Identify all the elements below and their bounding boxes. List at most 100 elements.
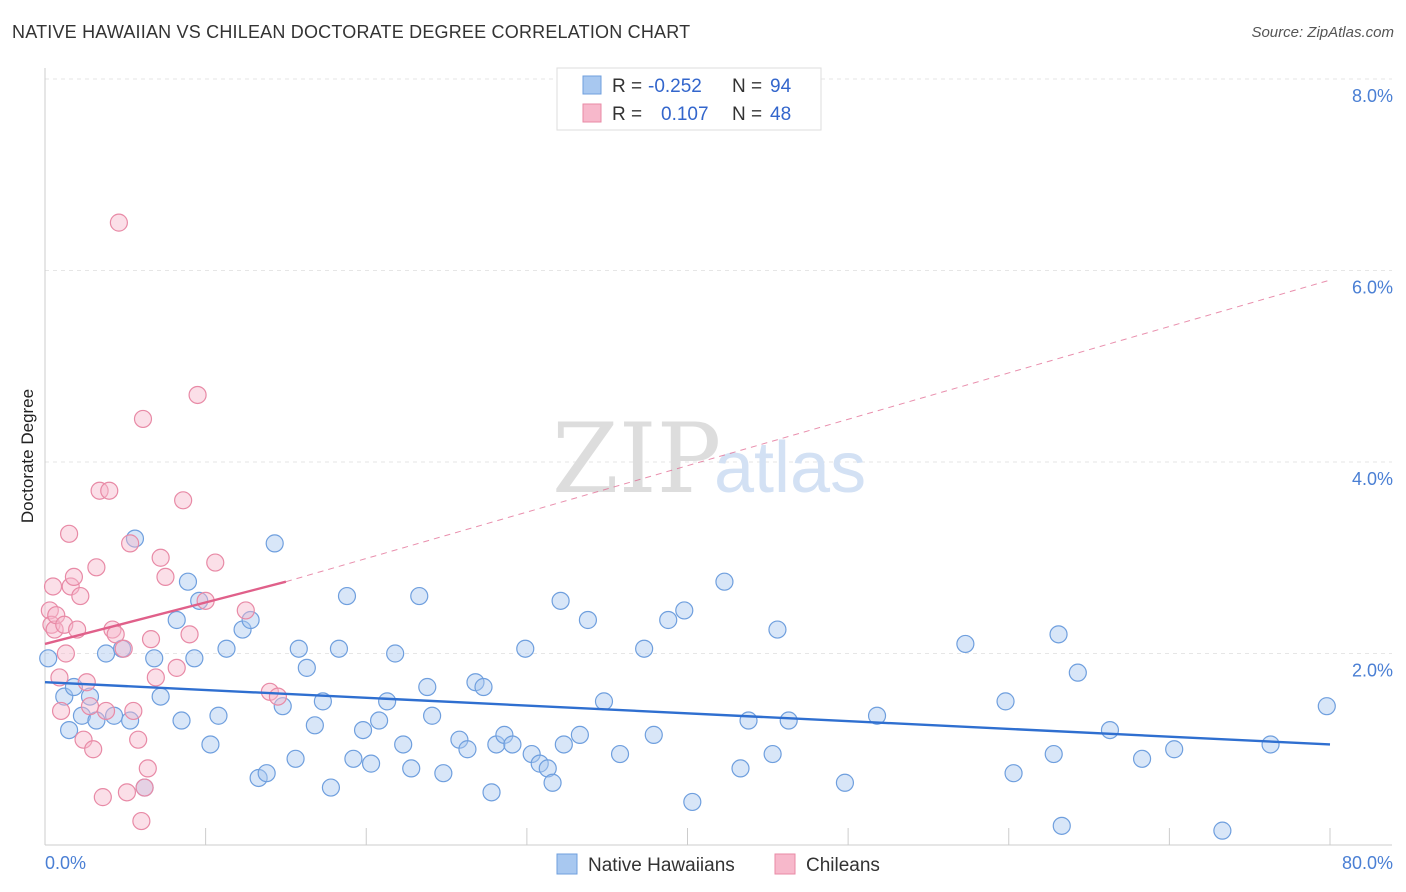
native-hawaiians-point — [55, 687, 74, 706]
y-axis-label: Doctorate Degree — [18, 389, 37, 523]
native-hawaiians-point — [1317, 697, 1336, 716]
chileans-point — [64, 567, 84, 587]
top-legend: R = -0.252 N = 94 R = 0.107 N = 48 — [556, 67, 822, 131]
native-hawaiians-point — [1068, 663, 1087, 682]
chart-title: NATIVE HAWAIIAN VS CHILEAN DOCTORATE DEG… — [12, 22, 691, 42]
native-hawaiians-point — [241, 610, 260, 630]
chileans-point — [45, 620, 64, 639]
native-hawaiians-point — [474, 677, 493, 697]
native-hawaiians-point — [644, 725, 663, 744]
native-hawaiians-point — [257, 764, 276, 783]
grid-layer — [45, 78, 1392, 654]
chart-source: Source: ZipAtlas.com — [1251, 24, 1394, 41]
native-hawaiians-point — [538, 759, 557, 778]
bottom-legend-label: Native Hawaiians — [588, 855, 735, 876]
native-hawaiians-point — [763, 744, 782, 764]
native-hawaiians-point — [554, 735, 573, 754]
chileans-point — [77, 673, 96, 692]
legend-n-label: N = — [732, 76, 762, 97]
axes-layer — [44, 68, 1392, 846]
native-hawaiians-point — [305, 716, 324, 735]
chileans-point — [114, 639, 133, 658]
native-hawaiians-point — [835, 773, 855, 792]
native-hawaiians-point — [217, 639, 236, 658]
chileans-point — [167, 658, 186, 677]
native-hawaiians-point — [503, 735, 522, 754]
native-hawaiians-point — [1004, 764, 1023, 783]
native-hawaiians-point — [610, 744, 630, 764]
chileans-point — [74, 730, 93, 749]
chileans-point — [141, 630, 161, 649]
y-tick-label: 8.0% — [1352, 86, 1393, 106]
chileans-point — [84, 740, 103, 759]
chileans-point — [133, 409, 153, 429]
native-hawaiians-point — [418, 677, 437, 697]
native-hawaiians-point — [209, 706, 228, 725]
native-hawaiians-point — [570, 725, 589, 744]
native-hawaiians-point — [482, 783, 501, 802]
native-hawaiians-point — [145, 649, 164, 668]
chileans-point — [151, 548, 170, 567]
chileans-point — [90, 481, 109, 500]
native-hawaiians-point — [659, 610, 678, 630]
y-tick-label: 2.0% — [1352, 661, 1393, 681]
native-hawaiians-point — [1132, 749, 1152, 768]
chileans-point — [56, 644, 75, 663]
bottom-legend-swatch-chileans — [774, 853, 796, 875]
native-hawaiians-point — [329, 639, 349, 658]
native-hawaiians-point — [458, 740, 477, 759]
chileans-point — [93, 788, 112, 807]
chileans-point — [100, 481, 119, 500]
legend-swatch-chileans — [582, 103, 602, 123]
chileans-point — [124, 701, 143, 721]
chileans-point — [87, 558, 106, 577]
chileans-point — [138, 759, 157, 778]
legend-n-label: N = — [732, 104, 762, 125]
legend-n-value: 94 — [770, 76, 792, 97]
chileans-point — [180, 625, 199, 644]
native-hawaiians-point — [178, 572, 198, 591]
native-hawaiians-point — [297, 658, 316, 677]
chileans-point — [59, 524, 79, 543]
chileans-point — [96, 701, 116, 721]
native-hawaiians-point — [402, 759, 421, 778]
bottom-legend-swatch-native-hawaiians — [556, 853, 578, 875]
native-hawaiians-point — [378, 692, 397, 711]
native-hawaiians-point — [96, 644, 116, 663]
native-hawaiians-trendline — [44, 681, 1331, 746]
native-hawaiians-point — [1261, 735, 1280, 754]
chileans-point — [117, 783, 137, 802]
chileans-point — [121, 534, 140, 553]
chileans-point — [146, 668, 165, 687]
native-hawaiians-point — [516, 639, 535, 658]
native-hawaiians-point — [151, 687, 170, 706]
bottom-legend: Native Hawaiians Chileans — [556, 853, 880, 876]
native-hawaiians-point — [739, 711, 758, 730]
legend-r-value: -0.252 — [648, 76, 702, 97]
chileans-point — [156, 567, 175, 587]
native-hawaiians-point — [286, 749, 305, 768]
x-tick-label: 80.0% — [1342, 853, 1393, 873]
chileans-point — [61, 577, 80, 596]
chileans-point — [129, 730, 148, 749]
native-hawaiians-point — [361, 754, 381, 773]
native-hawaiians-point — [370, 711, 389, 730]
native-hawaiians-point — [121, 711, 140, 730]
native-hawaiians-point — [167, 610, 186, 630]
native-hawaiians-point — [265, 534, 284, 553]
y-tick-label: 6.0% — [1352, 278, 1393, 298]
chileans-point — [135, 778, 154, 797]
bottom-legend-label: Chileans — [806, 855, 880, 876]
legend-r-label: R = — [612, 76, 642, 97]
native-hawaiians-point — [551, 591, 570, 610]
x-tick-label: 0.0% — [45, 853, 86, 873]
chileans-point — [71, 586, 90, 606]
chileans-point — [132, 811, 151, 831]
native-hawaiians-point — [39, 649, 58, 668]
native-hawaiians-point — [1044, 744, 1063, 764]
chileans-point — [236, 601, 255, 620]
native-hawaiians-point — [1165, 740, 1184, 759]
native-hawaiians-point — [1213, 821, 1232, 840]
watermark: ZIP atlas — [552, 403, 866, 515]
